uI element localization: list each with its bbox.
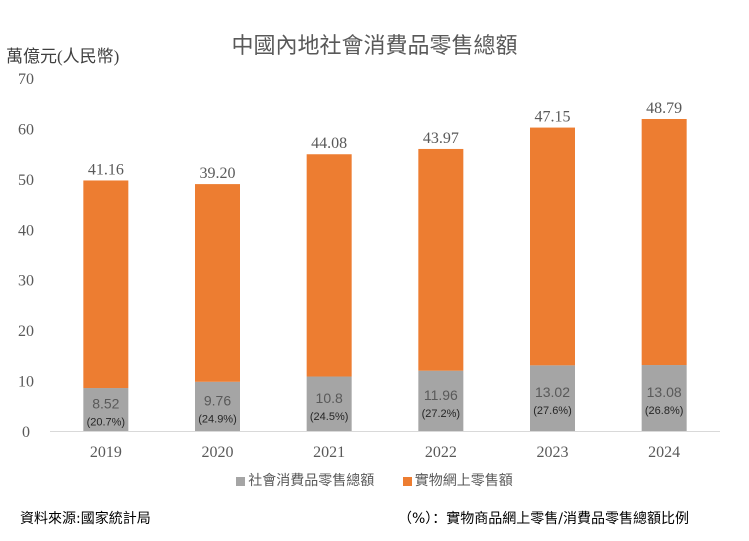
legend-item-orange: 實物網上零售額 <box>402 473 513 489</box>
data-label-percent: (27.6%) <box>533 405 572 417</box>
x-tick-label: 2022 <box>425 444 457 461</box>
data-label-gray: 13.08 <box>647 384 682 400</box>
percentage-note: （%）：實物商品網上零售/消費品零售總額比例 <box>398 511 690 527</box>
bar-gray-segment <box>641 365 687 431</box>
bar-gray-segment <box>195 381 240 431</box>
data-label-percent: (26.8%) <box>645 405 684 417</box>
y-tick-label: 20 <box>18 323 34 340</box>
legend-label: 社會消費品零售總額 <box>248 473 375 489</box>
y-tick-label: 70 <box>18 71 34 88</box>
bar-orange-segment <box>641 118 687 366</box>
data-label-gray: 8.52 <box>92 396 119 412</box>
data-label-gray: 11.96 <box>424 387 458 403</box>
data-label-orange: 41.16 <box>88 161 124 178</box>
x-tick-label: 2024 <box>648 444 680 461</box>
data-label-orange: 47.15 <box>535 109 571 126</box>
y-tick-label: 40 <box>18 222 34 239</box>
legend-swatch <box>236 476 246 486</box>
x-tick-label: 2019 <box>90 444 122 461</box>
bar-gray-segment <box>83 388 129 431</box>
data-label-percent: (24.5%) <box>310 411 349 423</box>
data-label-orange: 43.97 <box>423 130 459 147</box>
legend-label: 實物網上零售額 <box>414 473 513 489</box>
x-tick-label: 2023 <box>537 444 569 461</box>
bar-orange-segment <box>530 127 575 366</box>
chart-title: 中國內地社會消費品零售總額 <box>231 33 518 58</box>
data-label-percent: (20.7%) <box>87 417 126 429</box>
y-axis-label: 萬億元(人民幣) <box>6 47 120 66</box>
data-label-percent: (24.9%) <box>198 413 237 425</box>
legend-item-gray: 社會消費品零售總額 <box>236 473 374 489</box>
y-tick-label: 50 <box>18 172 34 189</box>
bar-orange-segment <box>418 148 464 371</box>
legend-swatch <box>402 476 412 486</box>
data-label-orange: 39.20 <box>200 165 236 182</box>
bar-orange-segment <box>306 154 352 377</box>
data-label-orange: 44.08 <box>311 135 347 152</box>
source-note: 資料來源:國家統計局 <box>20 511 151 527</box>
legend: 社會消費品零售總額 實物網上零售額 <box>0 470 749 490</box>
x-tick-label: 2020 <box>202 444 234 461</box>
y-tick-label: 60 <box>18 121 34 138</box>
data-label-gray: 10.8 <box>316 390 343 406</box>
y-tick-label: 10 <box>18 374 34 391</box>
data-label-orange: 48.79 <box>646 100 682 117</box>
x-tick-label: 2021 <box>313 444 345 461</box>
data-label-percent: (27.2%) <box>422 408 461 420</box>
bar-orange-segment <box>83 180 129 389</box>
bar-gray-segment <box>530 365 575 431</box>
bar-orange-segment <box>195 184 240 382</box>
y-tick-label: 30 <box>18 273 34 290</box>
data-label-gray: 9.76 <box>204 392 231 408</box>
data-label-gray: 13.02 <box>535 384 570 400</box>
bar-gray-segment <box>418 370 464 431</box>
bar-gray-segment <box>306 376 352 431</box>
y-tick-label: 0 <box>22 424 30 441</box>
